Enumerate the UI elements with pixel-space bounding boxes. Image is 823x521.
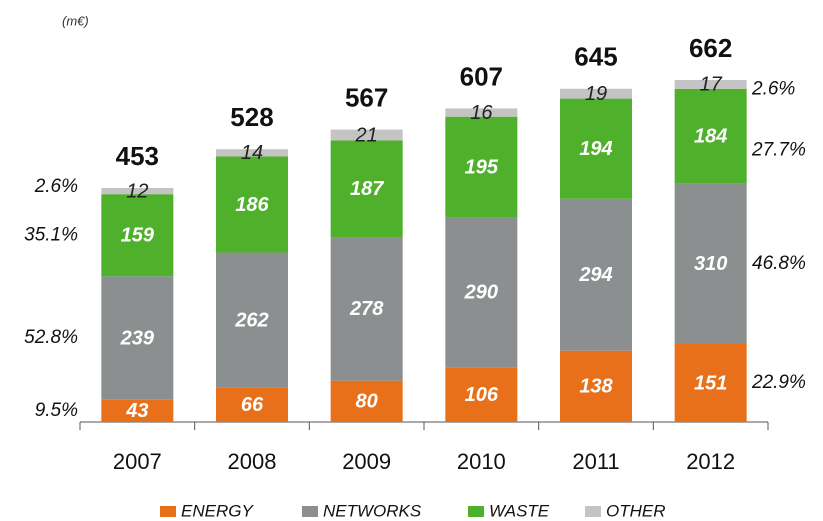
value-label: 17 [700, 74, 723, 96]
bar-segment [101, 194, 174, 277]
x-tick-label: 2010 [457, 449, 506, 474]
total-label: 528 [230, 102, 273, 132]
value-label: 310 [694, 253, 727, 275]
bar-segment [445, 108, 518, 117]
value-label: 159 [121, 225, 155, 247]
legend-label: ENERGY [181, 501, 254, 520]
bar-segment [560, 350, 632, 422]
value-label: 14 [241, 142, 263, 164]
bar-segment [330, 140, 403, 238]
value-label: 294 [578, 264, 612, 286]
legend-label: WASTE [489, 501, 550, 520]
x-tick-label: 2007 [113, 449, 162, 474]
value-label: 278 [349, 298, 384, 320]
value-label: 138 [579, 376, 613, 398]
share-label: 2.6% [751, 78, 795, 99]
bar-segment [560, 98, 632, 199]
bar-segment [216, 387, 288, 422]
share-label: 46.8% [752, 253, 806, 274]
value-label: 19 [585, 83, 607, 105]
total-label: 453 [116, 141, 159, 171]
bar-segment [445, 217, 518, 368]
total-label: 607 [460, 61, 503, 91]
bar-segment [445, 116, 518, 218]
bar-segment [101, 187, 174, 195]
value-label: 106 [465, 384, 499, 406]
bar-segment [560, 198, 632, 351]
value-label: 16 [470, 102, 493, 124]
legend-swatch [160, 506, 176, 517]
x-tick-label: 2009 [342, 449, 391, 474]
bar-segment [216, 156, 288, 253]
legend-label: OTHER [606, 501, 666, 520]
x-tick-label: 2012 [686, 449, 735, 474]
value-label: 21 [355, 124, 378, 146]
legend-swatch [585, 506, 601, 517]
share-label: 27.7% [751, 139, 806, 160]
unit-label: (m€) [62, 13, 89, 28]
share-label: 2.6% [34, 176, 78, 197]
bar-segment [216, 149, 288, 157]
bar-segment [216, 252, 288, 388]
bar-segment [674, 80, 747, 89]
bar-segment [674, 343, 747, 422]
value-label: 151 [694, 372, 727, 394]
value-label: 43 [125, 400, 148, 422]
total-label: 662 [689, 33, 732, 63]
bar-segment [674, 183, 747, 344]
bar-segment [445, 367, 518, 422]
value-label: 12 [126, 180, 148, 202]
share-label: 52.8% [24, 327, 78, 348]
x-tick-label: 2008 [228, 449, 277, 474]
value-label: 239 [120, 327, 155, 349]
legend-swatch [468, 506, 484, 517]
bar-segment [560, 88, 632, 99]
bar-segment [101, 276, 174, 400]
value-label: 187 [350, 178, 384, 200]
x-tick-label: 2011 [572, 449, 619, 474]
bar-segment [101, 399, 174, 422]
bar-segment [330, 237, 403, 381]
value-label: 262 [234, 310, 268, 332]
value-label: 194 [579, 138, 612, 160]
value-label: 186 [235, 194, 269, 216]
share-label: 22.9% [751, 372, 806, 393]
share-label: 35.1% [24, 224, 78, 245]
total-label: 567 [345, 82, 388, 112]
legend-swatch [302, 506, 318, 517]
bar-segment [674, 88, 747, 184]
value-label: 80 [356, 391, 378, 413]
value-label: 66 [241, 394, 264, 416]
share-label: 9.5% [35, 400, 78, 421]
value-label: 195 [465, 156, 499, 178]
value-label: 184 [694, 126, 727, 148]
bar-segment [330, 380, 403, 422]
legend-label: NETWORKS [323, 501, 422, 520]
value-label: 290 [464, 282, 498, 304]
bar-segment [330, 129, 403, 141]
total-label: 645 [574, 42, 617, 72]
